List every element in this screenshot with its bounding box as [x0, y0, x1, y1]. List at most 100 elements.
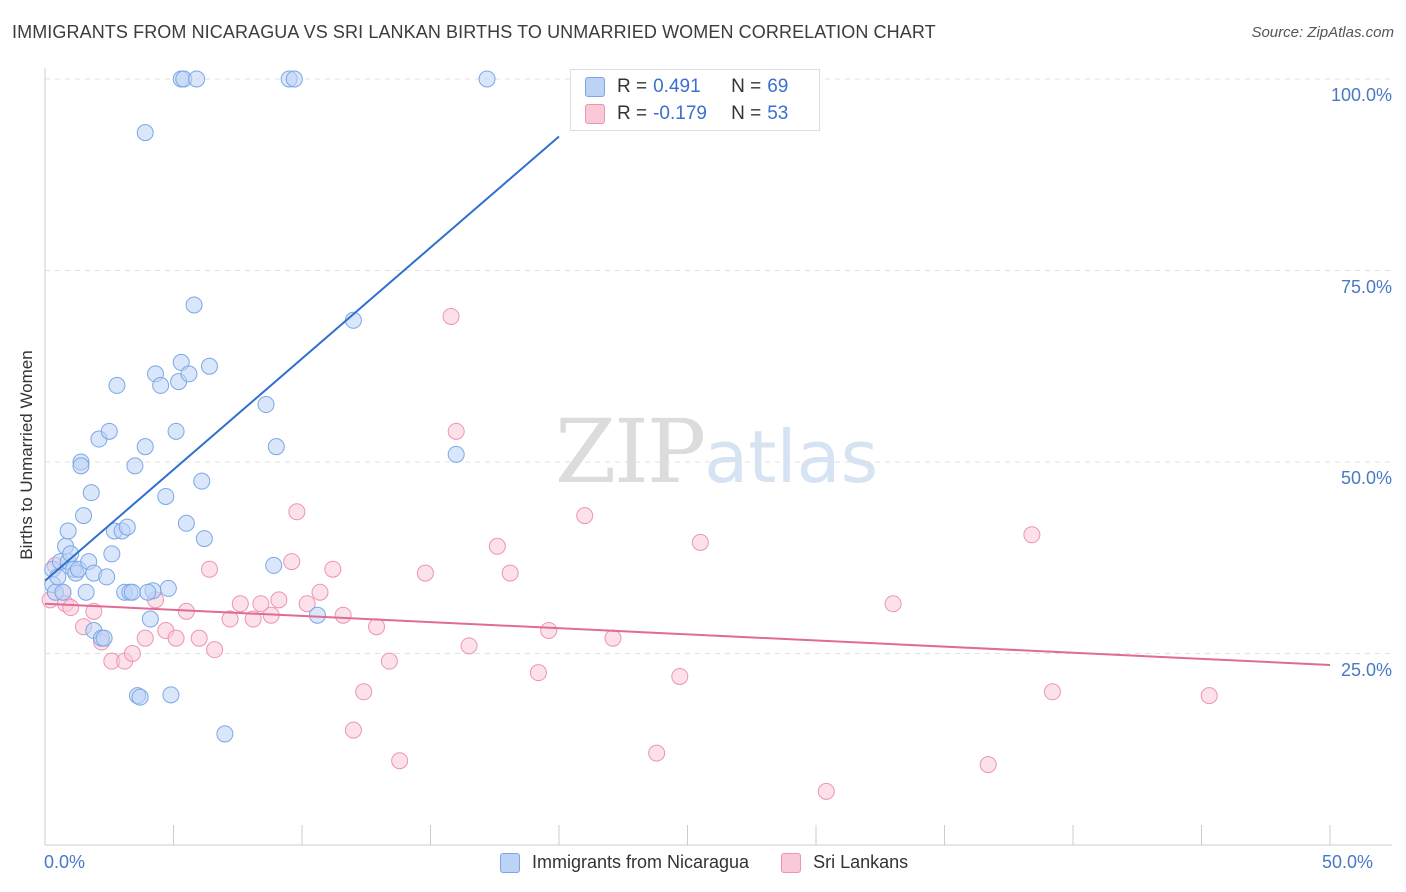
nicaragua-point [177, 514, 195, 532]
nicaragua-point [285, 70, 303, 88]
nicaragua-point [447, 445, 465, 463]
grid-lines [45, 78, 1392, 654]
nicaragua-point [216, 725, 234, 743]
nicaragua-point [141, 610, 159, 628]
nicaragua-point [159, 579, 177, 597]
legend-label-sri-lankans: Sri Lankans [813, 852, 909, 872]
nicaragua-point [75, 507, 93, 525]
trend-lines [44, 135, 1331, 666]
sri-lankan-point [288, 503, 306, 521]
legend-label-nicaragua: Immigrants from Nicaragua [532, 852, 750, 872]
nicaragua-point [257, 396, 275, 414]
sri-lankan-point [200, 560, 218, 578]
sri-lankan-point [136, 629, 154, 647]
sri-lankan-point [1043, 683, 1061, 701]
nicaragua-point [180, 365, 198, 383]
trend-line-sri-lankans [44, 602, 1331, 666]
y-axis-label: Births to Unmarried Women [17, 350, 36, 560]
sri-lankan-point [167, 629, 185, 647]
legend-r-value: -0.179 [653, 103, 707, 124]
chart-title: IMMIGRANTS FROM NICARAGUA VS SRI LANKAN … [12, 22, 936, 42]
sri-lankan-point [311, 583, 329, 601]
legend-n-value: 69 [767, 76, 789, 97]
sri-lankan-point [298, 595, 316, 613]
sri-lankan-point [123, 645, 141, 662]
sri-lankan-point [416, 564, 434, 582]
sri-lankan-point [85, 602, 103, 620]
sri-lankan-point [344, 721, 362, 739]
nicaragua-point [195, 530, 213, 548]
watermark-atlas: atlas [704, 415, 879, 499]
nicaragua-point [136, 124, 154, 142]
sri-lankan-point [231, 595, 249, 613]
sri-lankan-point [206, 641, 224, 659]
sri-lankan-point [368, 618, 386, 636]
sri-lankan-point [221, 610, 239, 628]
sri-lankan-point [244, 610, 262, 628]
nicaragua-point [267, 438, 285, 456]
sri-lankan-point [1200, 687, 1218, 705]
legend-row-nicaragua: R = 0.491 N = 69 [585, 75, 788, 99]
sri-lankan-point [380, 652, 398, 670]
sri-lankan-point [442, 307, 460, 325]
nicaragua-point [49, 568, 67, 586]
sri-lankan-point [334, 606, 352, 624]
nicaragua-point [54, 583, 72, 601]
legend-r-value: 0.491 [653, 76, 701, 97]
legend-row-sri-lankans: R = -0.179 N = 53 [585, 102, 788, 126]
x-tick-label-max: 50.0% [1322, 852, 1374, 872]
legend-swatch-blue [585, 77, 605, 97]
nicaragua-point [157, 487, 175, 505]
watermark: ZIPatlas [555, 400, 878, 503]
x-tick-label-min: 0.0% [44, 852, 86, 872]
sri-lankan-point [576, 507, 594, 525]
nicaragua-point [103, 545, 121, 563]
nicaragua-point [98, 568, 116, 586]
nicaragua-point [152, 376, 170, 394]
sri-lankan-point [691, 533, 709, 551]
nicaragua-point [95, 629, 113, 647]
nicaragua-point [131, 688, 149, 706]
sri-lankan-point [447, 422, 465, 440]
y-tick-label: 75.0% [1340, 276, 1392, 297]
sri-lankan-point [283, 553, 301, 571]
nicaragua-point [139, 583, 157, 601]
nicaragua-point [108, 376, 126, 394]
nicaragua-point [188, 70, 206, 88]
legend-n-label: N = [731, 76, 762, 97]
nicaragua-point [100, 422, 118, 440]
chart-source: Source: ZipAtlas.com [1251, 24, 1394, 41]
legend-r-label: R = [617, 103, 648, 124]
y-tick-label: 100.0% [1330, 85, 1392, 105]
sri-lankan-point [391, 752, 409, 770]
watermark-zip: ZIP [555, 400, 706, 503]
y-tick-label: 25.0% [1340, 659, 1392, 680]
sri-lankan-point [252, 595, 270, 613]
sri-lankan-point [501, 564, 519, 582]
sri-lankan-point [671, 667, 689, 685]
sri-lankan-point [355, 683, 373, 701]
nicaragua-point [162, 686, 180, 704]
sri-lankan-point [604, 629, 622, 647]
series-legend: Immigrants from Nicaragua Sri Lankans [500, 852, 940, 873]
nicaragua-point [193, 472, 211, 490]
legend-item-nicaragua: Immigrants from Nicaragua [500, 852, 749, 873]
sri-lankan-point [979, 756, 997, 774]
sri-lankan-point [1023, 526, 1041, 544]
sri-lankan-point [540, 622, 558, 640]
trend-line-nicaragua [44, 135, 560, 582]
nicaragua-point [185, 296, 203, 314]
legend-swatch-blue [500, 852, 520, 873]
axes [44, 68, 1392, 846]
nicaragua-point [308, 606, 326, 624]
sri-lankan-point [62, 599, 80, 617]
nicaragua-point [118, 518, 136, 536]
legend-swatch-pink [781, 852, 802, 873]
sri-lankan-point [488, 537, 506, 555]
nicaragua-point [478, 70, 496, 88]
sri-lankan-point [817, 782, 835, 800]
legend-item-sri-lankans: Sri Lankans [781, 852, 908, 873]
nicaragua-point [77, 583, 95, 601]
correlation-legend: R = 0.491 N = 69 R = -0.179 N = 53 [570, 69, 820, 131]
nicaragua-point [123, 583, 141, 601]
